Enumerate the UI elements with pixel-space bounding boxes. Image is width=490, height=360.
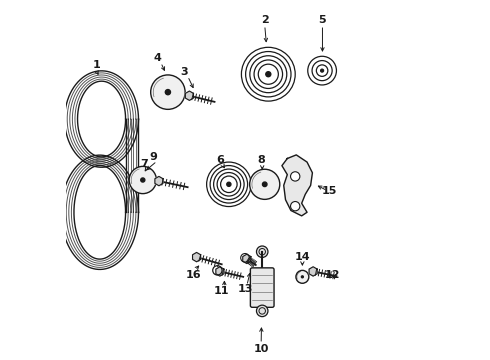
Circle shape [301, 276, 303, 278]
Circle shape [129, 166, 156, 194]
Circle shape [291, 202, 300, 211]
Circle shape [320, 69, 323, 72]
Circle shape [296, 270, 309, 283]
Circle shape [250, 169, 280, 199]
Text: 14: 14 [294, 252, 310, 262]
Circle shape [263, 182, 267, 186]
Circle shape [266, 72, 271, 77]
Circle shape [151, 75, 185, 109]
Polygon shape [193, 252, 200, 262]
Text: 1: 1 [92, 60, 100, 70]
Polygon shape [216, 267, 224, 276]
Text: 4: 4 [153, 53, 161, 63]
Circle shape [256, 246, 268, 257]
Text: 5: 5 [318, 15, 326, 26]
Polygon shape [282, 155, 313, 216]
Circle shape [165, 90, 171, 95]
Polygon shape [309, 267, 317, 276]
Text: 8: 8 [257, 155, 265, 165]
Text: 15: 15 [321, 186, 337, 196]
Text: 16: 16 [185, 270, 201, 280]
Circle shape [291, 172, 300, 181]
Polygon shape [243, 254, 251, 264]
Text: 2: 2 [261, 15, 269, 26]
Circle shape [141, 178, 145, 182]
Polygon shape [155, 176, 163, 186]
Text: 13: 13 [237, 284, 253, 294]
Text: 10: 10 [253, 343, 269, 354]
Text: 11: 11 [214, 286, 229, 296]
Text: 3: 3 [180, 67, 188, 77]
Circle shape [227, 182, 231, 186]
Text: 6: 6 [216, 155, 224, 165]
Text: 9: 9 [149, 152, 157, 162]
FancyBboxPatch shape [250, 268, 274, 307]
Text: 12: 12 [325, 270, 341, 280]
Text: 7: 7 [141, 159, 148, 169]
Polygon shape [185, 91, 194, 100]
Circle shape [256, 305, 268, 317]
